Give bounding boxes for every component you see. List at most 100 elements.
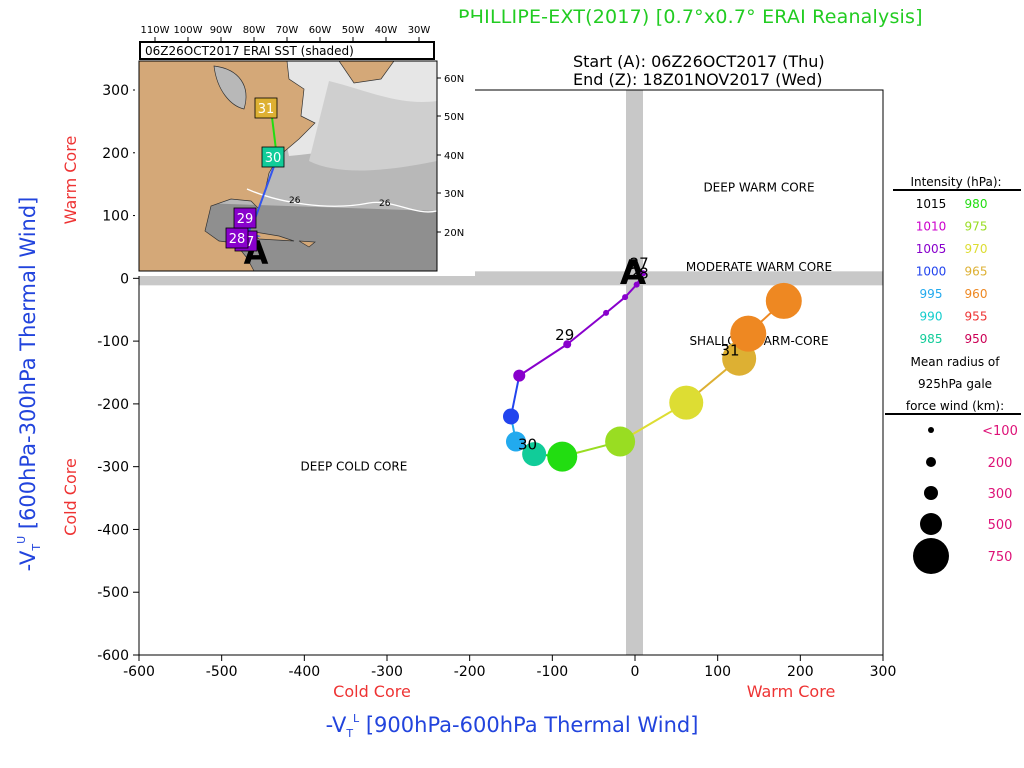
- x-tick-label: -300: [371, 664, 403, 680]
- legend-intensity-value: 955: [965, 310, 988, 324]
- day-label: 31: [721, 342, 740, 360]
- inset-track-label: 28: [229, 232, 246, 247]
- page-title: PHILLIPE-EXT(2017) [0.7°x0.7° ERAI Reana…: [458, 6, 923, 28]
- y-cold-core-label: Cold Core: [61, 458, 80, 536]
- legend-radius-dot: [924, 486, 938, 500]
- x-cold-core-label: Cold Core: [333, 682, 411, 701]
- y-tick-label: -500: [97, 585, 129, 601]
- legend-intensity-value: 990: [920, 310, 943, 324]
- y-axis-title-suffix: [600hPa-300hPa Thermal Wind]: [16, 197, 40, 536]
- inset-title: 06Z26OCT2017 ERAI SST (shaded): [145, 44, 354, 58]
- legend-intensity-value: 1005: [916, 242, 947, 256]
- track-point: [522, 442, 547, 467]
- region-label: MODERATE WARM CORE: [686, 260, 832, 274]
- inset-track-box: [261, 146, 285, 168]
- legend-intensity-title: Intensity (hPa):: [910, 175, 1001, 189]
- plot-frame: [138, 89, 884, 656]
- legend-radius-label: 200: [988, 456, 1013, 471]
- y-tick-label: 300: [102, 83, 129, 99]
- x-tick-label: 200: [787, 664, 814, 680]
- track-segment: [605, 296, 626, 314]
- inset-land-hispaniola: [298, 240, 316, 248]
- y-tick-label: 0: [120, 271, 129, 287]
- y-tick-label: -200: [97, 397, 129, 413]
- inset-lon-label: 100W: [174, 25, 203, 36]
- legend-intensity-value: 975: [965, 220, 988, 234]
- legend-intensity-value: 950: [965, 332, 988, 346]
- y-tick-label: 200: [102, 146, 129, 162]
- region-label: DEEP WARM CORE: [703, 180, 814, 194]
- track-point: [669, 385, 704, 420]
- track-point: [513, 369, 526, 382]
- x-warm-core-label: Warm Core: [747, 682, 836, 701]
- x-axis-title-sub: T: [345, 727, 353, 740]
- region-label: DEEP COLD CORE: [301, 460, 408, 474]
- legend-intensity-value: 1015: [916, 197, 947, 211]
- x-axis-title-prefix: -V: [326, 713, 347, 737]
- inset-map: 2626A272829303106Z26OCT2017 ERAI SST (sh…: [135, 18, 475, 276]
- inset-lon-label: 40W: [375, 25, 398, 36]
- legend-intensity-value: 960: [965, 287, 988, 301]
- y-tick-label: 100: [102, 209, 129, 225]
- inset-track-label: 31: [258, 102, 275, 117]
- legend-radius-dot: [913, 538, 949, 574]
- y-axis-title-prefix: -V: [16, 550, 40, 571]
- y-tick-label: -400: [97, 522, 129, 538]
- track-segment: [518, 343, 568, 377]
- inset-lon-label: 80W: [243, 25, 266, 36]
- legend-radius-label: 300: [988, 487, 1013, 502]
- track-point: [765, 282, 802, 319]
- x-axis-title: -VTL [900hPa-600hPa Thermal Wind]: [326, 712, 699, 740]
- legend-radius-label: 500: [988, 518, 1013, 533]
- track-point: [730, 315, 767, 352]
- x-axis-title-suffix: [900hPa-600hPa Thermal Wind]: [359, 713, 698, 737]
- inset-lat-label: 40N: [444, 151, 464, 162]
- legend-radius-label: <100: [982, 424, 1018, 439]
- legend-radius-dot: [926, 457, 936, 467]
- inset-lat-label: 30N: [444, 189, 464, 200]
- x-axis-title-sup: L: [353, 712, 360, 725]
- x-tick-label: -500: [206, 664, 238, 680]
- x-tick-label: -200: [454, 664, 486, 680]
- y-axis-title-sub: T: [30, 544, 43, 552]
- y-warm-core-label: Warm Core: [61, 136, 80, 225]
- inset-lat-label: 20N: [444, 228, 464, 239]
- y-tick-label: -100: [97, 334, 129, 350]
- legend-radius-label: 750: [988, 550, 1013, 565]
- inset-frame: [138, 60, 438, 272]
- legend-intensity-value: 1010: [916, 220, 947, 234]
- legend-radius-title: force wind (km):: [906, 399, 1004, 413]
- y-tick-label: -300: [97, 460, 129, 476]
- legend-intensity-value: 980: [965, 197, 988, 211]
- inset-track-label: 30: [265, 151, 282, 166]
- inset-sst-contour-label: 26: [379, 199, 391, 209]
- x-tick-label: -400: [288, 664, 320, 680]
- legend-radius-dot: [920, 513, 942, 535]
- track-point: [622, 294, 629, 301]
- legend-radius-title: Mean radius of: [911, 355, 1001, 369]
- inset-track-box: [233, 207, 257, 229]
- inset-lon-label: 110W: [141, 25, 170, 36]
- track-segment: [566, 312, 607, 346]
- track-point: [505, 431, 526, 452]
- inset-track-box: [254, 97, 278, 119]
- legend-intensity-value: 1000: [916, 265, 947, 279]
- inset-lat-label: 50N: [444, 112, 464, 123]
- legend-intensity-value: 965: [965, 265, 988, 279]
- inset-lon-label: 70W: [276, 25, 299, 36]
- legend-radius-title: 925hPa gale: [918, 377, 992, 391]
- track-point: [640, 270, 647, 277]
- y-axis-title-sup: U: [15, 536, 28, 544]
- legend-intensity-value: 970: [965, 242, 988, 256]
- track-point: [603, 309, 610, 316]
- legend: Intensity (hPa): 1015 980 1010 975 1005 970 100…: [885, 175, 1021, 574]
- plot-area: -600 -500 -400 -300 -200 -100 0 100 200 300300200…: [15, 83, 896, 740]
- day-label: 30: [518, 436, 537, 454]
- y-axis-title: -VTU [600hPa-300hPa Thermal Wind]: [15, 197, 43, 572]
- track-point: [633, 281, 640, 288]
- legend-radius-dot: [928, 427, 934, 433]
- day-label: 27: [630, 254, 649, 272]
- x-tick-label: 100: [704, 664, 731, 680]
- inset-lon-label: 90W: [210, 25, 233, 36]
- inset-sst-contour: [246, 188, 438, 213]
